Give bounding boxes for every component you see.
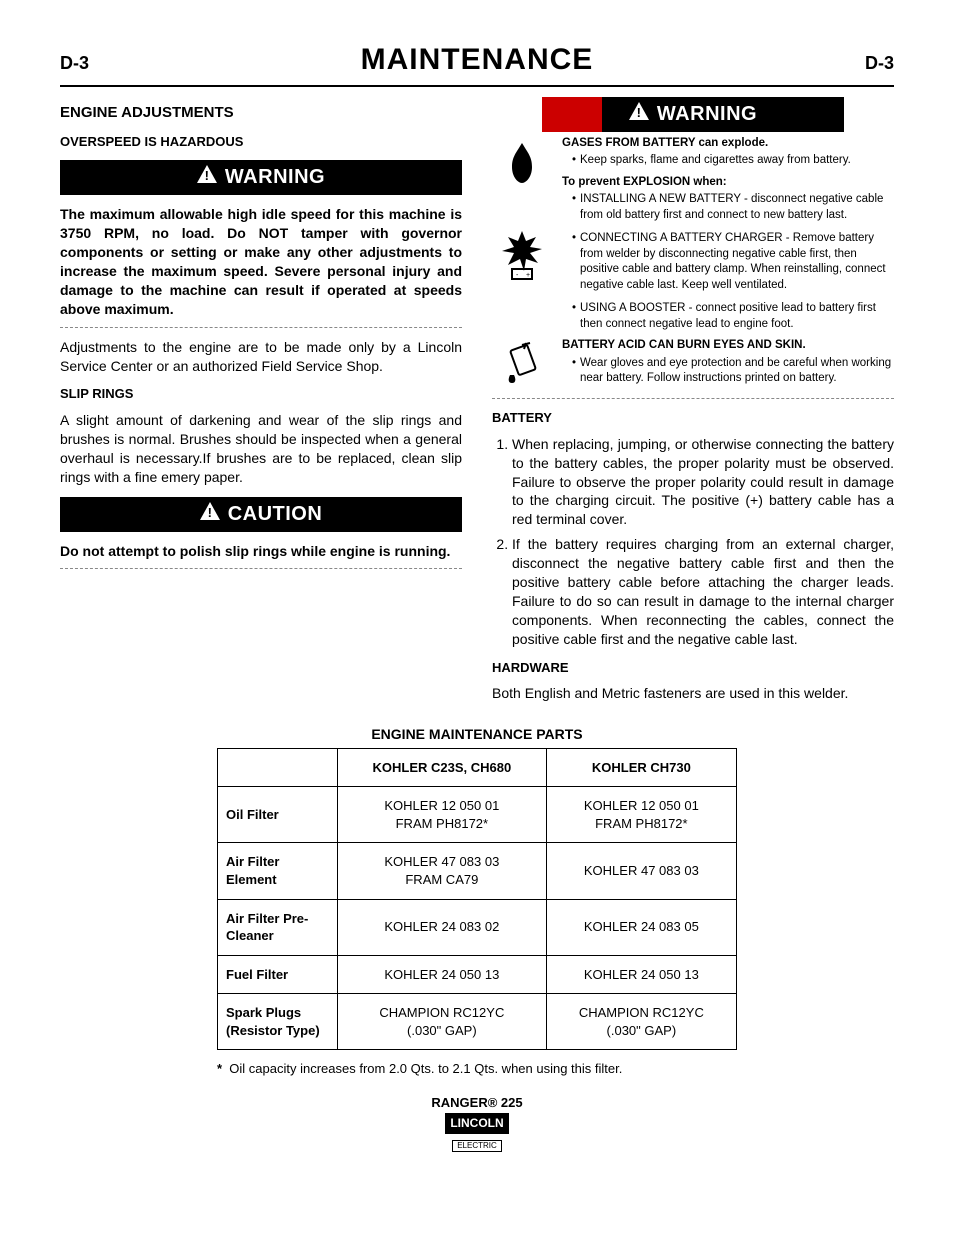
slip-rings-heading: SLIP RINGS [60, 385, 462, 403]
battery-list: When replacing, jumping, or otherwise co… [492, 435, 894, 649]
table-cell: KOHLER 24 050 13 [338, 955, 547, 994]
table-cell: CHAMPION RC12YC(.030" GAP) [338, 994, 547, 1050]
left-column: ENGINE ADJUSTMENTS OVERSPEED IS HAZARDOU… [60, 97, 462, 711]
acid-text: BATTERY ACID CAN BURN EYES AND SKIN. Wea… [562, 338, 894, 392]
hardware-heading: HARDWARE [492, 659, 894, 677]
explosion-text: CONNECTING A BATTERY CHARGER - Remove ba… [562, 229, 894, 334]
gases-bullet-4: USING A BOOSTER - connect positive lead … [572, 301, 894, 332]
warning-label: WARNING [225, 164, 325, 191]
table-footnote: * Oil capacity increases from 2.0 Qts. t… [217, 1060, 737, 1078]
flame-icon [492, 136, 552, 190]
table-row-label: Spark Plugs (Resistor Type) [218, 994, 338, 1050]
table-cell: CHAMPION RC12YC(.030" GAP) [546, 994, 736, 1050]
hardware-text: Both English and Metric fasteners are us… [492, 684, 894, 703]
engine-parts-table: KOHLER C23S, CH680 KOHLER CH730 Oil Filt… [217, 748, 737, 1050]
warning-triangle-icon: ! [629, 101, 649, 128]
adjustments-text: Adjustments to the engine are to be made… [60, 338, 462, 376]
table-row-label: Oil Filter [218, 787, 338, 843]
page-title: MAINTENANCE [361, 40, 594, 81]
table-row-label: Air Filter Pre-Cleaner [218, 899, 338, 955]
explosion-icon: -+ [492, 229, 552, 283]
gases-bullet-3: CONNECTING A BATTERY CHARGER - Remove ba… [572, 231, 894, 293]
table-cell: KOHLER 24 083 02 [338, 899, 547, 955]
table-row: Spark Plugs (Resistor Type)CHAMPION RC12… [218, 994, 737, 1050]
warning-label: WARNING [657, 101, 757, 128]
gases-bullet-2: INSTALLING A NEW BATTERY - disconnect ne… [572, 192, 894, 223]
lincoln-sub-label: ELECTRIC [452, 1140, 502, 1153]
table-cell: KOHLER 12 050 01FRAM PH8172* [338, 787, 547, 843]
table-cell: KOHLER 47 083 03 [546, 843, 736, 899]
table-row-label: Air Filter Element [218, 843, 338, 899]
footnote-mark: * [217, 1061, 222, 1076]
table-header-blank [218, 748, 338, 787]
warning-triangle-icon: ! [197, 164, 217, 191]
slip-rings-text: A slight amount of darkening and wear of… [60, 411, 462, 487]
table-caption: ENGINE MAINTENANCE PARTS [60, 725, 894, 744]
footnote-text: Oil capacity increases from 2.0 Qts. to … [229, 1061, 622, 1076]
caution-triangle-icon: ! [200, 501, 220, 528]
svg-text:-: - [516, 272, 519, 279]
page-footer: RANGER® 225 LINCOLN ELECTRIC [60, 1094, 894, 1153]
divider [60, 327, 462, 328]
overspeed-warning-text: The maximum allowable high idle speed fo… [60, 205, 462, 318]
warning-banner-left: ! WARNING [60, 160, 462, 195]
table-row-label: Fuel Filter [218, 955, 338, 994]
gases-bullet-1: Keep sparks, flame and cigarettes away f… [572, 153, 894, 169]
brand-logo: LINCOLN ELECTRIC [60, 1111, 894, 1152]
acid-bullet-1: Wear gloves and eye protection and be ca… [572, 356, 894, 387]
table-cell: KOHLER 24 083 05 [546, 899, 736, 955]
explosion-block: -+ CONNECTING A BATTERY CHARGER - Remove… [492, 229, 894, 334]
table-cell: KOHLER 24 050 13 [546, 955, 736, 994]
table-row: Oil FilterKOHLER 12 050 01FRAM PH8172*KO… [218, 787, 737, 843]
battery-item-2: If the battery requires charging from an… [512, 535, 894, 648]
svg-text:!: ! [207, 505, 212, 520]
table-cell: KOHLER 47 083 03FRAM CA79 [338, 843, 547, 899]
product-name: RANGER® 225 [60, 1094, 894, 1112]
divider [492, 398, 894, 399]
warning-banner-right: ! WARNING [542, 97, 844, 132]
table-header-c23s: KOHLER C23S, CH680 [338, 748, 547, 787]
table-row: Fuel FilterKOHLER 24 050 13KOHLER 24 050… [218, 955, 737, 994]
right-column: ! WARNING GASES FROM BATTERY can explode… [492, 97, 894, 711]
divider [60, 568, 462, 569]
two-column-layout: ENGINE ADJUSTMENTS OVERSPEED IS HAZARDOU… [60, 97, 894, 711]
table-cell: KOHLER 12 050 01FRAM PH8172* [546, 787, 736, 843]
gases-lead: GASES FROM BATTERY can explode. [562, 136, 894, 152]
page-code-right: D-3 [865, 51, 894, 75]
acid-drip-icon [492, 338, 552, 392]
table-header-ch730: KOHLER CH730 [546, 748, 736, 787]
acid-lead: BATTERY ACID CAN BURN EYES AND SKIN. [562, 338, 894, 354]
table-body: Oil FilterKOHLER 12 050 01FRAM PH8172*KO… [218, 787, 737, 1050]
page-header: D-3 MAINTENANCE D-3 [60, 40, 894, 87]
svg-text:!: ! [636, 105, 641, 120]
table-row: Air Filter ElementKOHLER 47 083 03FRAM C… [218, 843, 737, 899]
caution-label: CAUTION [228, 501, 323, 528]
battery-item-1: When replacing, jumping, or otherwise co… [512, 435, 894, 529]
prevent-lead: To prevent EXPLOSION when: [562, 175, 894, 191]
battery-heading: BATTERY [492, 409, 894, 427]
svg-text:+: + [526, 272, 530, 279]
table-header-row: KOHLER C23S, CH680 KOHLER CH730 [218, 748, 737, 787]
svg-text:!: ! [204, 168, 209, 183]
acid-block: BATTERY ACID CAN BURN EYES AND SKIN. Wea… [492, 338, 894, 392]
engine-adjustments-heading: ENGINE ADJUSTMENTS [60, 103, 462, 123]
table-row: Air Filter Pre-CleanerKOHLER 24 083 02KO… [218, 899, 737, 955]
gases-text: GASES FROM BATTERY can explode. Keep spa… [562, 136, 894, 226]
lincoln-logo-icon: LINCOLN [445, 1113, 508, 1133]
caution-text: Do not attempt to polish slip rings whil… [60, 542, 462, 561]
overspeed-heading: OVERSPEED IS HAZARDOUS [60, 133, 462, 151]
gases-block: GASES FROM BATTERY can explode. Keep spa… [492, 136, 894, 226]
page-code-left: D-3 [60, 51, 89, 75]
caution-banner: ! CAUTION [60, 497, 462, 532]
